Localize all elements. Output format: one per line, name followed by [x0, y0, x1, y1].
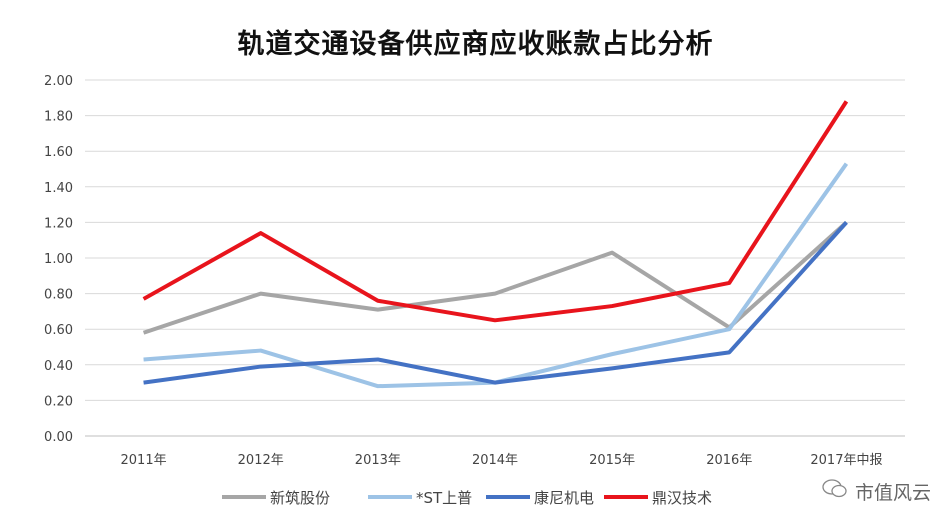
y-tick-label: 0.00: [44, 430, 73, 445]
y-tick-label: 1.40: [44, 181, 73, 196]
x-tick-label: 2016年: [706, 453, 752, 468]
x-tick-label: 2013年: [355, 453, 401, 468]
y-tick-label: 0.60: [44, 323, 73, 338]
series-line-2: [143, 221, 848, 385]
y-tick-label: 0.40: [44, 359, 73, 374]
legend-label: 康尼机电: [534, 489, 594, 507]
x-tick-label: 2011年: [121, 453, 167, 468]
y-tick-label: 1.20: [44, 216, 73, 231]
x-tick-label: 2015年: [589, 453, 635, 468]
legend-label: 新筑股份: [270, 489, 330, 507]
y-tick-label: 0.80: [44, 288, 73, 303]
y-tick-label: 1.80: [44, 110, 73, 125]
wechat-icon: [821, 478, 849, 505]
series-line-1: [143, 162, 849, 389]
x-tick-label: 2017年中报: [810, 453, 882, 468]
legend-label: *ST上普: [416, 489, 472, 507]
y-tick-label: 0.20: [44, 394, 73, 409]
chart-title: 轨道交通设备供应商应收账款占比分析: [237, 29, 714, 60]
x-tick-label: 2012年: [238, 453, 284, 468]
series-line-3: [142, 100, 849, 323]
watermark-text: 市值风云: [854, 482, 931, 504]
watermark: 市值风云: [821, 478, 931, 505]
y-tick-label: 2.00: [44, 74, 73, 89]
x-tick-label: 2014年: [472, 453, 518, 468]
y-tick-label: 1.60: [44, 145, 73, 160]
y-tick-label: 1.00: [44, 252, 73, 267]
legend-label: 鼎汉技术: [652, 489, 712, 507]
